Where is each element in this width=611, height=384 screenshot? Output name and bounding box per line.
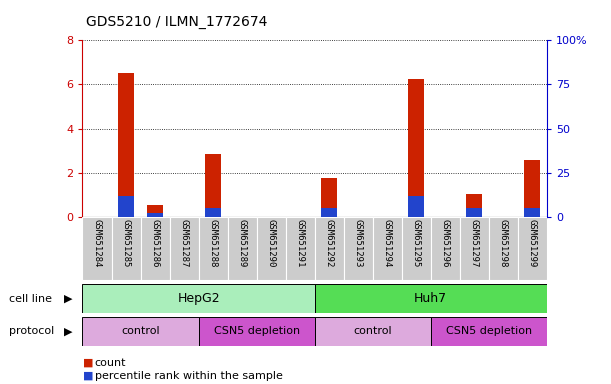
Text: CSN5 depletion: CSN5 depletion [214,326,299,336]
Text: control: control [353,326,392,336]
Text: ■: ■ [82,371,93,381]
Text: percentile rank within the sample: percentile rank within the sample [95,371,282,381]
Bar [466,194,482,217]
Text: GSM651288: GSM651288 [208,219,218,267]
Bar [199,317,315,346]
Text: GSM651285: GSM651285 [122,219,131,267]
Bar [257,217,285,280]
Bar [431,217,459,280]
Bar [170,217,199,280]
Bar [227,217,257,280]
Text: GSM651289: GSM651289 [238,219,247,267]
Bar [524,160,540,217]
Bar [141,217,170,280]
Bar [408,79,424,217]
Bar [466,208,482,217]
Bar [315,217,343,280]
Bar [321,178,337,217]
Bar [315,284,547,313]
Bar [147,214,163,217]
Bar [82,317,199,346]
Text: HepG2: HepG2 [177,292,220,305]
Text: ▶: ▶ [64,293,73,304]
Text: GSM651297: GSM651297 [470,219,479,267]
Bar [408,196,424,217]
Bar [82,217,111,280]
Text: CSN5 depletion: CSN5 depletion [446,326,532,336]
Bar [373,217,402,280]
Text: ■: ■ [82,358,93,368]
Bar [286,217,315,280]
Bar [82,284,315,313]
Text: cell line: cell line [9,293,52,304]
Bar [524,208,540,217]
Bar [118,196,134,217]
Bar [343,217,373,280]
Text: GSM651291: GSM651291 [296,219,305,267]
Bar [489,217,518,280]
Bar [402,217,431,280]
Text: Huh7: Huh7 [414,292,447,305]
Bar [118,73,134,217]
Bar [431,317,547,346]
Bar [205,208,221,217]
Bar [199,217,227,280]
Text: GSM651295: GSM651295 [412,219,421,267]
Text: GSM651287: GSM651287 [180,219,189,267]
Text: GSM651292: GSM651292 [324,219,334,267]
Bar [518,217,547,280]
Text: GDS5210 / ILMN_1772674: GDS5210 / ILMN_1772674 [86,15,267,29]
Text: ▶: ▶ [64,326,73,336]
Bar [112,217,141,280]
Text: control: control [121,326,160,336]
Text: GSM651284: GSM651284 [92,219,101,267]
Bar [205,154,221,217]
Bar [147,205,163,217]
Text: protocol: protocol [9,326,54,336]
Text: GSM651299: GSM651299 [528,219,537,267]
Text: GSM651294: GSM651294 [382,219,392,267]
Text: GSM651296: GSM651296 [441,219,450,267]
Text: GSM651290: GSM651290 [266,219,276,267]
Text: GSM651298: GSM651298 [499,219,508,267]
Bar [315,317,431,346]
Text: count: count [95,358,126,368]
Text: GSM651286: GSM651286 [150,219,159,267]
Text: GSM651293: GSM651293 [354,219,363,267]
Bar [460,217,489,280]
Bar [321,208,337,217]
